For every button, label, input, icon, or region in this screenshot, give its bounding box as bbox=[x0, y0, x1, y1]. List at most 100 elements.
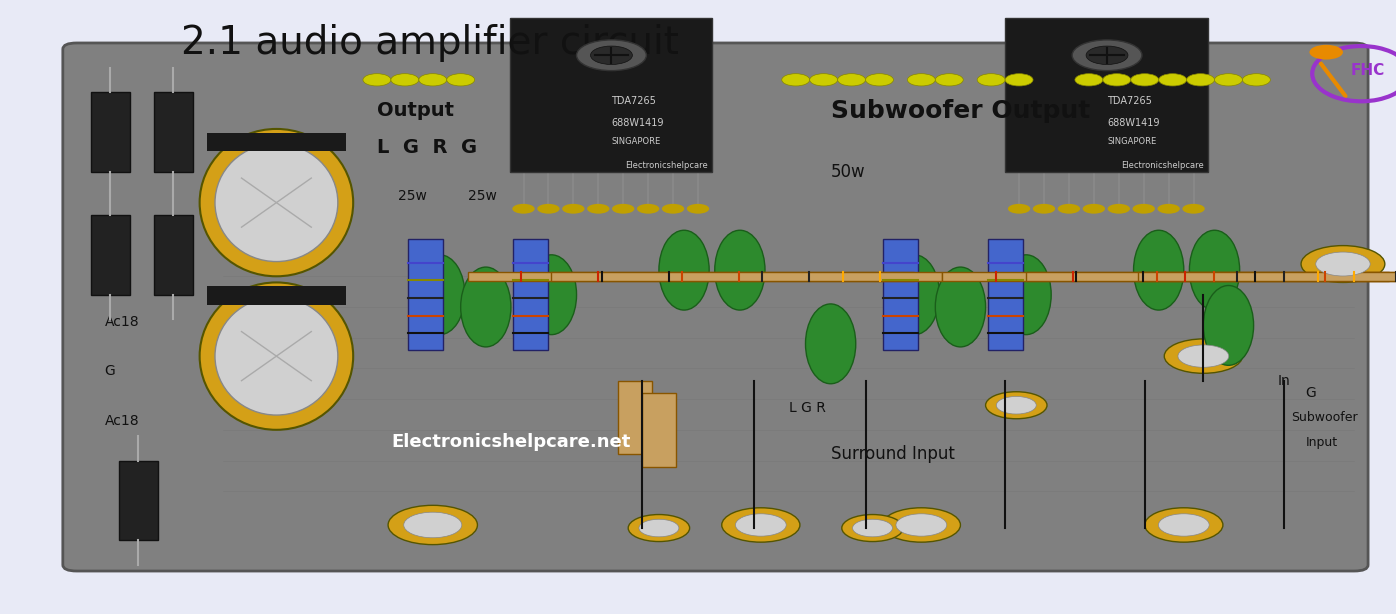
Circle shape bbox=[563, 204, 585, 214]
Circle shape bbox=[810, 74, 838, 86]
Bar bbox=[642, 393, 676, 467]
Text: Output: Output bbox=[377, 101, 454, 120]
Text: 25w: 25w bbox=[468, 190, 497, 203]
Ellipse shape bbox=[526, 255, 577, 335]
Bar bbox=[884, 239, 919, 350]
Circle shape bbox=[588, 204, 610, 214]
Circle shape bbox=[1309, 45, 1343, 60]
Text: Subwoofer Output: Subwoofer Output bbox=[831, 98, 1090, 123]
Ellipse shape bbox=[889, 255, 940, 335]
Text: 688W1419: 688W1419 bbox=[611, 118, 664, 128]
Ellipse shape bbox=[200, 129, 353, 276]
Bar bbox=[208, 133, 346, 151]
Circle shape bbox=[1315, 252, 1369, 276]
Circle shape bbox=[1008, 204, 1030, 214]
Ellipse shape bbox=[1134, 230, 1184, 310]
Circle shape bbox=[637, 204, 659, 214]
Circle shape bbox=[1131, 74, 1159, 86]
Circle shape bbox=[1178, 345, 1228, 367]
Text: Electronicshelpcare.net: Electronicshelpcare.net bbox=[391, 433, 630, 451]
Circle shape bbox=[1072, 40, 1142, 71]
Ellipse shape bbox=[1189, 230, 1240, 310]
Circle shape bbox=[591, 46, 632, 64]
Bar bbox=[942, 271, 1389, 281]
Circle shape bbox=[1242, 74, 1270, 86]
Circle shape bbox=[1182, 204, 1205, 214]
Circle shape bbox=[1145, 508, 1223, 542]
Circle shape bbox=[1159, 514, 1209, 536]
Circle shape bbox=[537, 204, 560, 214]
Circle shape bbox=[447, 74, 475, 86]
Circle shape bbox=[986, 392, 1047, 419]
Circle shape bbox=[662, 204, 684, 214]
Circle shape bbox=[1005, 74, 1033, 86]
Bar bbox=[154, 215, 193, 295]
Text: G: G bbox=[1305, 386, 1316, 400]
Text: 688W1419: 688W1419 bbox=[1107, 118, 1160, 128]
Text: FHC: FHC bbox=[1351, 63, 1385, 78]
Ellipse shape bbox=[461, 267, 511, 347]
Ellipse shape bbox=[805, 304, 856, 384]
Bar bbox=[208, 286, 346, 305]
Circle shape bbox=[512, 204, 535, 214]
Ellipse shape bbox=[215, 144, 338, 262]
Text: 2.1 audio amplifier circuit: 2.1 audio amplifier circuit bbox=[181, 24, 680, 62]
Ellipse shape bbox=[200, 282, 353, 430]
Circle shape bbox=[363, 74, 391, 86]
Bar bbox=[510, 18, 712, 172]
Circle shape bbox=[1132, 204, 1154, 214]
Ellipse shape bbox=[659, 230, 709, 310]
Bar bbox=[551, 271, 942, 281]
Bar bbox=[154, 92, 193, 172]
Circle shape bbox=[736, 514, 786, 536]
Ellipse shape bbox=[935, 267, 986, 347]
Circle shape bbox=[403, 512, 462, 538]
Text: Electronicshelpcare: Electronicshelpcare bbox=[625, 161, 708, 170]
Circle shape bbox=[687, 204, 709, 214]
Circle shape bbox=[628, 515, 690, 542]
Text: TDA7265: TDA7265 bbox=[1107, 96, 1152, 106]
Circle shape bbox=[882, 508, 960, 542]
Bar bbox=[618, 381, 652, 454]
Text: SINGAPORE: SINGAPORE bbox=[1107, 137, 1156, 146]
Circle shape bbox=[1157, 204, 1180, 214]
Ellipse shape bbox=[215, 297, 338, 415]
FancyBboxPatch shape bbox=[63, 43, 1368, 571]
Circle shape bbox=[1187, 74, 1215, 86]
Circle shape bbox=[611, 204, 634, 214]
Ellipse shape bbox=[715, 230, 765, 310]
Circle shape bbox=[577, 40, 646, 71]
Text: L  G  R  G: L G R G bbox=[377, 138, 477, 157]
Text: Ac18: Ac18 bbox=[105, 414, 140, 427]
Circle shape bbox=[896, 514, 946, 536]
Circle shape bbox=[722, 508, 800, 542]
Bar bbox=[988, 239, 1022, 350]
Text: In: In bbox=[1277, 374, 1290, 387]
Circle shape bbox=[419, 74, 447, 86]
Circle shape bbox=[1164, 339, 1242, 373]
Bar bbox=[91, 215, 130, 295]
Circle shape bbox=[1215, 74, 1242, 86]
Text: L G R: L G R bbox=[789, 402, 825, 415]
Circle shape bbox=[842, 515, 903, 542]
Bar bbox=[468, 271, 914, 281]
Circle shape bbox=[1103, 74, 1131, 86]
Circle shape bbox=[838, 74, 866, 86]
Circle shape bbox=[388, 505, 477, 545]
Circle shape bbox=[1033, 204, 1055, 214]
Circle shape bbox=[997, 397, 1036, 414]
Text: 25w: 25w bbox=[398, 190, 427, 203]
Text: G: G bbox=[105, 365, 116, 378]
Circle shape bbox=[1058, 204, 1081, 214]
Circle shape bbox=[853, 519, 892, 537]
Bar bbox=[119, 460, 158, 540]
Text: Surround Input: Surround Input bbox=[831, 445, 955, 464]
Text: Input: Input bbox=[1305, 435, 1337, 449]
Bar bbox=[514, 239, 547, 350]
Ellipse shape bbox=[1203, 286, 1254, 365]
Bar bbox=[91, 92, 130, 172]
Circle shape bbox=[1075, 74, 1103, 86]
Bar bbox=[1026, 271, 1396, 281]
Bar bbox=[408, 239, 444, 350]
Circle shape bbox=[391, 74, 419, 86]
